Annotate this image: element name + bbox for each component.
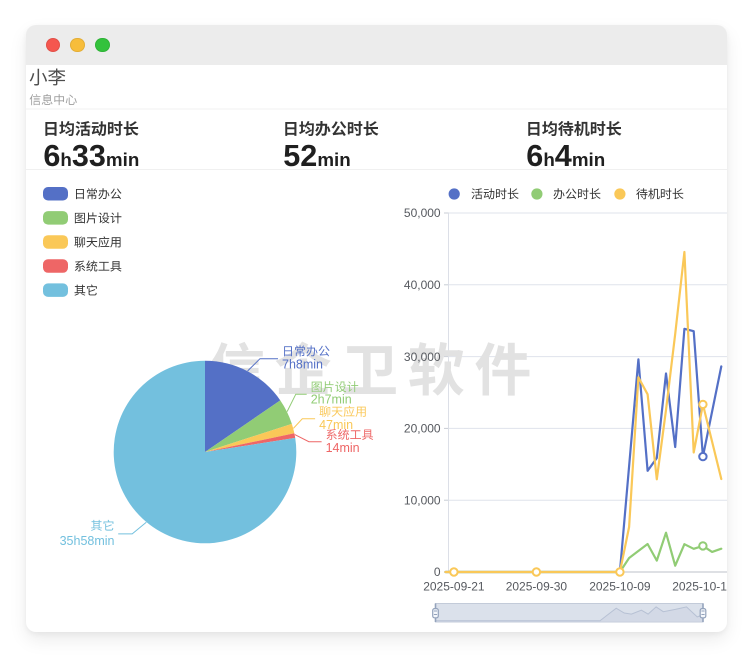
svg-text:10,000: 10,000 [404, 493, 441, 507]
svg-text:6h33min: 6h33min [43, 139, 139, 173]
svg-text:2025-09-30: 2025-09-30 [506, 580, 568, 594]
svg-text:2025-10-09: 2025-10-09 [589, 580, 651, 594]
svg-text:20,000: 20,000 [404, 422, 441, 436]
svg-text:6h4min: 6h4min [526, 139, 605, 173]
svg-text:35h58min: 35h58min [60, 534, 115, 548]
svg-text:40,000: 40,000 [404, 278, 441, 292]
svg-text:30,000: 30,000 [404, 350, 441, 364]
svg-text:2025-10-18: 2025-10-18 [672, 580, 734, 594]
svg-text:50,000: 50,000 [404, 206, 441, 220]
svg-text:7h8min: 7h8min [282, 357, 323, 371]
svg-text:2025-09-21: 2025-09-21 [423, 580, 485, 594]
svg-text:14min: 14min [326, 441, 360, 455]
svg-text:2h7min: 2h7min [311, 393, 352, 407]
svg-text:52min: 52min [283, 139, 350, 173]
svg-text:47min: 47min [319, 418, 353, 432]
svg-text:0: 0 [434, 565, 441, 579]
